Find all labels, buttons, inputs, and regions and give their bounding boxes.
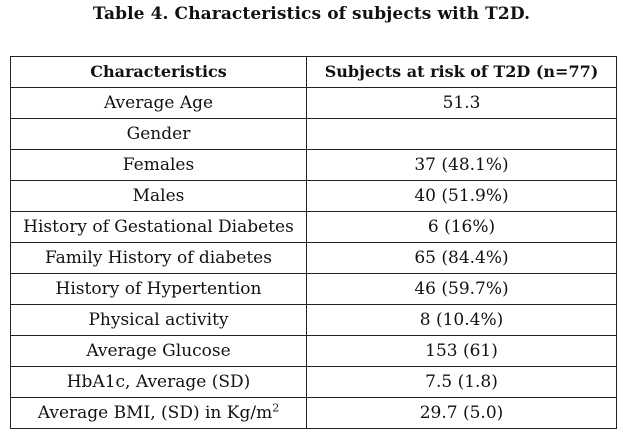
row-value: 29.7 (5.0) [306, 397, 617, 429]
row-label: Females [10, 149, 307, 181]
table-row: Average BMI, (SD) in Kg/m2 29.7 (5.0) [10, 397, 617, 429]
table-row: History of Hypertention 46 (59.7%) [10, 273, 617, 305]
row-value: 51.3 [306, 87, 617, 119]
row-label: Average BMI, (SD) in Kg/m2 [10, 397, 307, 429]
row-value: 7.5 (1.8) [306, 366, 617, 398]
row-label-text: Average BMI, (SD) in Kg/m [37, 403, 273, 423]
superscript: 2 [272, 401, 280, 415]
table-row: Physical activity 8 (10.4%) [10, 304, 617, 336]
row-label: History of Hypertention [10, 273, 307, 305]
row-label: Gender [10, 118, 307, 150]
row-value: 40 (51.9%) [306, 180, 617, 212]
table-header-row: Characteristics Subjects at risk of T2D … [10, 56, 617, 88]
table-row: Average Age 51.3 [10, 87, 617, 119]
table-caption: Table 4. Characteristics of subjects wit… [92, 4, 531, 24]
row-label: Family History of diabetes [10, 242, 307, 274]
row-value: 8 (10.4%) [306, 304, 617, 336]
table-row: History of Gestational Diabetes 6 (16%) [10, 211, 617, 243]
table-row: Males 40 (51.9%) [10, 180, 617, 212]
row-label: Males [10, 180, 307, 212]
characteristics-table: Characteristics Subjects at risk of T2D … [10, 56, 617, 429]
table-row: Average Glucose 153 (61) [10, 335, 617, 367]
row-value: 37 (48.1%) [306, 149, 617, 181]
row-value: 65 (84.4%) [306, 242, 617, 274]
row-label: Average Age [10, 87, 307, 119]
table-row: Females 37 (48.1%) [10, 149, 617, 181]
row-value: 153 (61) [306, 335, 617, 367]
table-row: Family History of diabetes 65 (84.4%) [10, 242, 617, 274]
table-row: HbA1c, Average (SD) 7.5 (1.8) [10, 366, 617, 398]
row-value: 46 (59.7%) [306, 273, 617, 305]
row-value [306, 118, 617, 150]
row-label: Average Glucose [10, 335, 307, 367]
row-label: HbA1c, Average (SD) [10, 366, 307, 398]
row-label: History of Gestational Diabetes [10, 211, 307, 243]
table-row: Gender [10, 118, 617, 150]
row-value: 6 (16%) [306, 211, 617, 243]
header-subjects-at-risk: Subjects at risk of T2D (n=77) [306, 56, 617, 88]
row-label: Physical activity [10, 304, 307, 336]
header-characteristics: Characteristics [10, 56, 307, 88]
